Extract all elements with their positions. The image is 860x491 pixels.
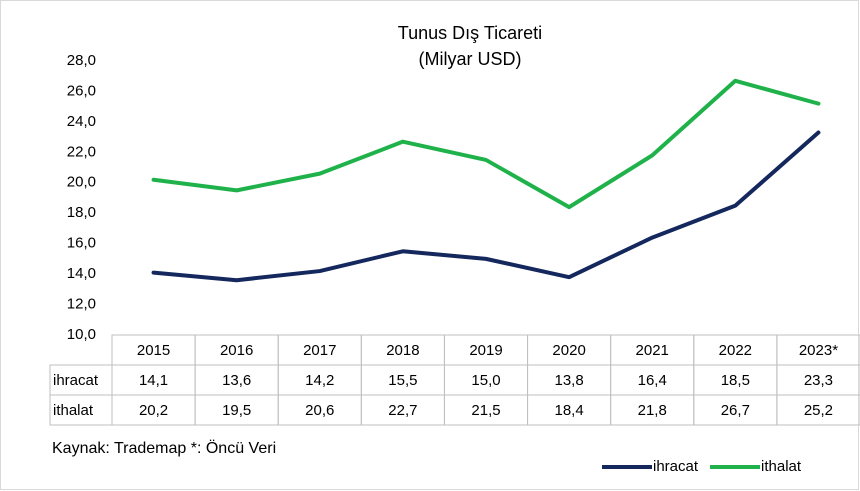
footnote: Kaynak: Trademap *: Öncü Veri <box>52 439 276 457</box>
table-value: 18,4 <box>555 402 584 419</box>
x-tick-label: 2019 <box>469 342 502 359</box>
x-tick-label: 2016 <box>220 342 253 359</box>
x-tick-label: 2015 <box>137 342 170 359</box>
table-cell <box>776 394 860 426</box>
table-value: 13,6 <box>222 372 251 389</box>
table-row-header: ihracat <box>53 372 99 389</box>
table-value: 14,1 <box>139 372 168 389</box>
y-tick-label: 22,0 <box>67 143 96 160</box>
table-value: 21,5 <box>471 402 500 419</box>
x-tick-label: 2017 <box>303 342 336 359</box>
data-line <box>151 130 821 283</box>
legend-label: ithalat <box>761 458 802 475</box>
chart-title: Tunus Dış Ticareti <box>398 23 542 43</box>
y-tick-label: 26,0 <box>67 82 96 99</box>
y-tick-label: 12,0 <box>67 296 96 313</box>
x-tick-label: 2020 <box>552 342 585 359</box>
table-value: 20,2 <box>139 402 168 419</box>
table-value: 15,5 <box>388 372 417 389</box>
table-value: 15,0 <box>471 372 500 389</box>
table-value: 25,2 <box>804 402 833 419</box>
table-value: 18,5 <box>721 372 750 389</box>
chart-subtitle: (Milyar USD) <box>419 49 522 69</box>
table-value: 16,4 <box>638 372 667 389</box>
table-value: 13,8 <box>555 372 584 389</box>
data-line <box>151 78 821 210</box>
y-tick-label: 10,0 <box>67 326 96 343</box>
table-value: 19,5 <box>222 402 251 419</box>
table-value: 26,7 <box>721 402 750 419</box>
table-value: 22,7 <box>388 402 417 419</box>
table-row-header: ithalat <box>53 402 94 419</box>
x-tick-label: 2021 <box>636 342 669 359</box>
y-tick-label: 18,0 <box>67 204 96 221</box>
table-value: 21,8 <box>638 402 667 419</box>
legend-label: ihracat <box>653 458 699 475</box>
table-value: 23,3 <box>804 372 833 389</box>
y-tick-label: 16,0 <box>67 235 96 252</box>
table-value: 14,2 <box>305 372 334 389</box>
y-tick-label: 28,0 <box>67 52 96 69</box>
y-tick-label: 14,0 <box>67 265 96 282</box>
x-tick-label: 2022 <box>719 342 752 359</box>
y-tick-label: 20,0 <box>67 174 96 191</box>
x-tick-label: 2023* <box>799 342 838 359</box>
y-tick-label: 24,0 <box>67 113 96 130</box>
x-tick-label: 2018 <box>386 342 419 359</box>
table-value: 20,6 <box>305 402 334 419</box>
